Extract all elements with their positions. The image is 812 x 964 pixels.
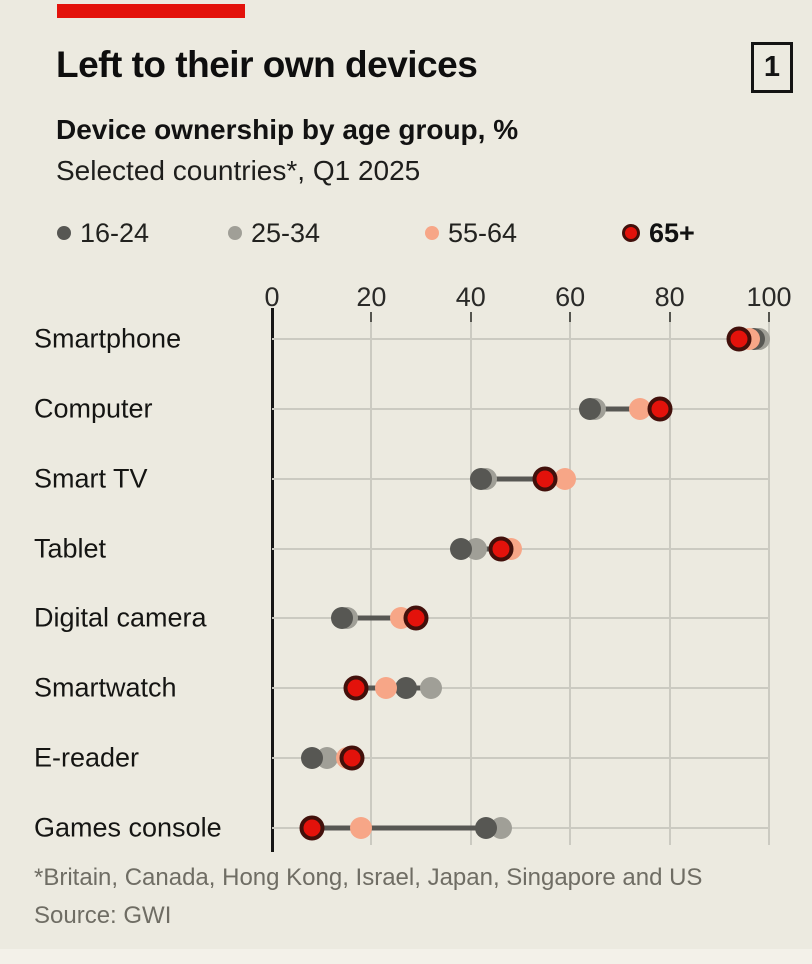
category-label-smartwatch: Smartwatch (34, 672, 177, 703)
data-point-16-24-e-reader (300, 747, 323, 770)
dot-plot-chart: 0 20 40 60 80 100 Smartphone Computer Smart TV Ta… (0, 280, 812, 870)
chart-title: Left to their own devices (56, 44, 478, 85)
row-gridline (272, 617, 769, 620)
legend-label: 25-34 (251, 217, 321, 248)
bottom-strip (0, 949, 812, 964)
footnote: *Britain, Canada, Hong Kong, Israel, Jap… (34, 864, 703, 891)
vertical-gridline (569, 322, 572, 845)
data-point-16-24-tablet (449, 537, 472, 560)
x-axis-tick-label: 60 (555, 282, 586, 312)
data-point-65plus-tablet (488, 536, 514, 562)
range-connector-line (311, 825, 501, 831)
x-axis-tick-mark (469, 312, 472, 322)
vertical-gridline (469, 322, 472, 845)
data-point-16-24-digital-camera (330, 607, 353, 630)
data-point-25-34-smartwatch (420, 677, 443, 700)
category-label-games-console: Games console (34, 812, 222, 843)
x-axis-tick-label: 80 (654, 282, 685, 312)
range-connector-line (590, 406, 660, 412)
range-connector-line (341, 615, 417, 621)
legend-item-16-24: 16-24 (57, 218, 149, 248)
x-axis-tick-mark (668, 312, 671, 322)
data-point-16-24-smartwatch (395, 677, 418, 700)
category-label-tablet: Tablet (34, 533, 107, 564)
legend-item-55-64: 55-64 (425, 218, 517, 248)
data-point-55-64-smart-tv (554, 467, 577, 490)
legend-item-25-34: 25-34 (228, 218, 320, 248)
row-gridline (272, 338, 769, 340)
row-gridline (272, 407, 769, 410)
data-point-65plus-computer (647, 396, 673, 422)
data-point-65plus-games-console (299, 815, 325, 841)
data-point-55-64-smartwatch (375, 677, 398, 700)
category-label-e-reader: E-reader (34, 742, 140, 773)
legend-label: 55-64 (448, 217, 518, 248)
range-connector-line (480, 476, 566, 482)
data-point-65plus-digital-camera (403, 605, 429, 631)
chart-subtitle: Device ownership by age group, % (56, 114, 519, 145)
data-point-65plus-smart-tv (532, 466, 558, 492)
legend-label: 16-24 (80, 217, 150, 248)
data-point-65plus-smartphone (726, 326, 752, 352)
x-axis-tick-mark (768, 312, 770, 322)
data-point-16-24-computer (579, 397, 602, 420)
x-axis-tick-mark (569, 312, 572, 322)
legend-dot-icon (228, 226, 242, 240)
legend-item-65plus: 65+ (622, 218, 695, 248)
data-point-55-64-computer (628, 397, 651, 420)
figure-number-badge: 1 (751, 42, 793, 93)
legend: 16-24 25-34 55-64 65+ (0, 218, 812, 248)
legend-dot-icon (622, 224, 640, 242)
category-label-computer: Computer (34, 393, 153, 424)
row-gridline (272, 826, 769, 829)
x-axis-tick-mark (370, 312, 373, 322)
data-point-55-64-games-console (350, 816, 373, 839)
category-label-smartphone: Smartphone (34, 323, 182, 354)
category-label-digital-camera: Digital camera (34, 602, 207, 633)
vertical-gridline (668, 322, 671, 845)
legend-dot-icon (425, 226, 439, 240)
x-axis-tick-label: 40 (455, 282, 486, 312)
chart-subtitle-detail: Selected countries*, Q1 2025 (56, 155, 421, 186)
row-gridline (272, 757, 769, 760)
vertical-gridline (370, 322, 373, 845)
x-axis-tick-label: 0 (264, 282, 280, 312)
legend-dot-icon (57, 226, 71, 240)
vertical-gridline (768, 322, 770, 845)
source-note: Source: GWI (34, 902, 172, 929)
data-point-65plus-smartwatch (343, 675, 369, 701)
x-axis-tick-label: 20 (356, 282, 387, 312)
data-point-65plus-e-reader (339, 745, 365, 771)
data-point-16-24-games-console (474, 816, 497, 839)
data-point-16-24-smart-tv (469, 467, 492, 490)
x-axis-tick-label: 100 (746, 282, 792, 312)
y-axis-baseline (270, 308, 274, 852)
row-gridline (272, 687, 769, 690)
top-accent-bar (57, 4, 245, 18)
legend-label: 65+ (649, 217, 695, 248)
category-label-smart-tv: Smart TV (34, 463, 148, 494)
